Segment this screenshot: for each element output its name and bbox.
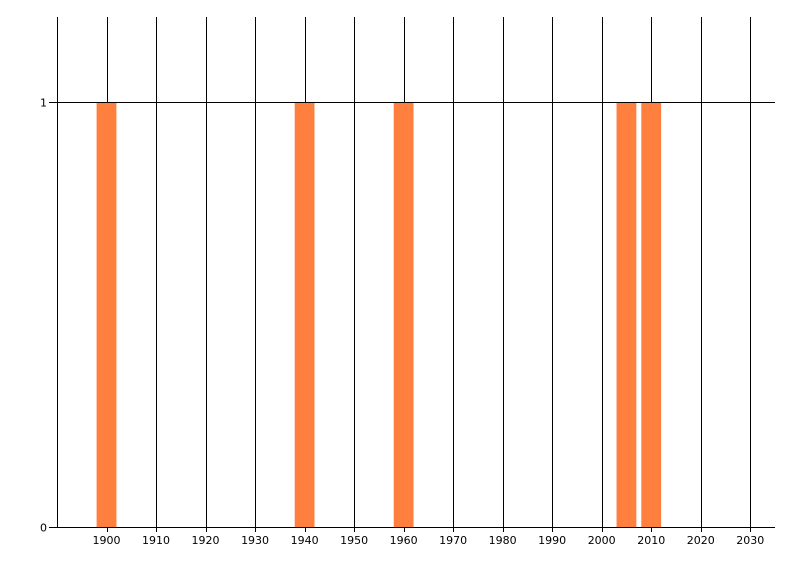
x-tick-label: 2000 <box>588 534 616 547</box>
x-tick-label: 2030 <box>736 534 764 547</box>
x-tick-label: 1980 <box>489 534 517 547</box>
x-tick-label: 1930 <box>241 534 269 547</box>
y-tick-label: 1 <box>40 97 47 110</box>
x-tick-label: 2020 <box>687 534 715 547</box>
x-tick-label: 1900 <box>93 534 121 547</box>
y-tick-label: 0 <box>40 522 47 535</box>
x-tick-label: 2010 <box>637 534 665 547</box>
x-tick-label: 1970 <box>439 534 467 547</box>
x-tick-label: 1990 <box>538 534 566 547</box>
x-tick-label: 1950 <box>340 534 368 547</box>
x-tick-label: 1910 <box>142 534 170 547</box>
bar <box>393 102 414 527</box>
x-tick-label: 1920 <box>192 534 220 547</box>
x-tick-label: 1960 <box>390 534 418 547</box>
bar <box>294 102 315 527</box>
bar <box>616 102 637 527</box>
x-tick-label: 1940 <box>291 534 319 547</box>
bar <box>641 102 662 527</box>
bar <box>96 102 117 527</box>
